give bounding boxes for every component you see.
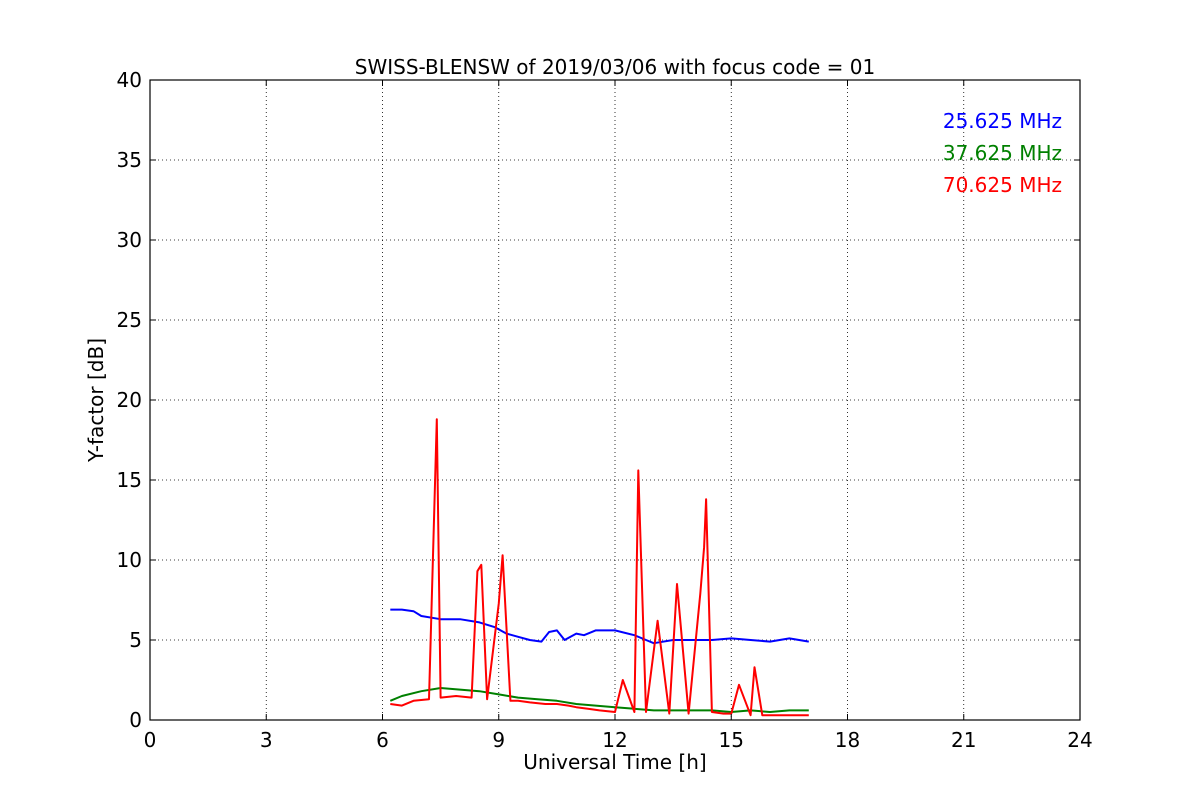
y-tick-label: 0 — [129, 708, 142, 732]
x-tick-label: 3 — [260, 728, 273, 752]
x-tick-label: 0 — [144, 728, 157, 752]
x-tick-label: 24 — [1067, 728, 1092, 752]
y-axis-title: Y-factor [dB] — [84, 338, 108, 463]
y-tick-label: 20 — [117, 388, 142, 412]
legend-entry-0: 25.625 MHz — [943, 109, 1062, 133]
x-tick-label: 9 — [492, 728, 505, 752]
x-tick-label: 21 — [951, 728, 976, 752]
series-line-2 — [390, 418, 809, 717]
y-tick-label: 5 — [129, 628, 142, 652]
y-tick-label: 10 — [117, 548, 142, 572]
grid — [150, 80, 1080, 720]
y-tick-label: 30 — [117, 228, 142, 252]
x-tick-label: 15 — [719, 728, 744, 752]
y-tick-label: 40 — [117, 68, 142, 92]
series-line-0 — [390, 608, 809, 645]
chart-title: SWISS-BLENSW of 2019/03/06 with focus co… — [355, 55, 876, 79]
y-tick-label: 15 — [117, 468, 142, 492]
legend-entry-1: 37.625 MHz — [943, 141, 1062, 165]
legend-entry-2: 70.625 MHz — [943, 173, 1062, 197]
legend: 25.625 MHz 37.625 MHz 70.625 MHz — [943, 109, 1062, 197]
x-tick-label: 12 — [602, 728, 627, 752]
series-line-1 — [389, 687, 809, 713]
y-tick-label: 25 — [117, 308, 142, 332]
x-axis-title: Universal Time [h] — [523, 750, 706, 774]
x-tick-label: 6 — [376, 728, 389, 752]
ticks: 0 3 6 9 12 15 18 21 24 0 5 10 15 20 25 30 35 40 — [117, 68, 1093, 752]
x-tick-label: 18 — [835, 728, 860, 752]
y-tick-label: 35 — [117, 148, 142, 172]
series-layer — [389, 418, 809, 717]
